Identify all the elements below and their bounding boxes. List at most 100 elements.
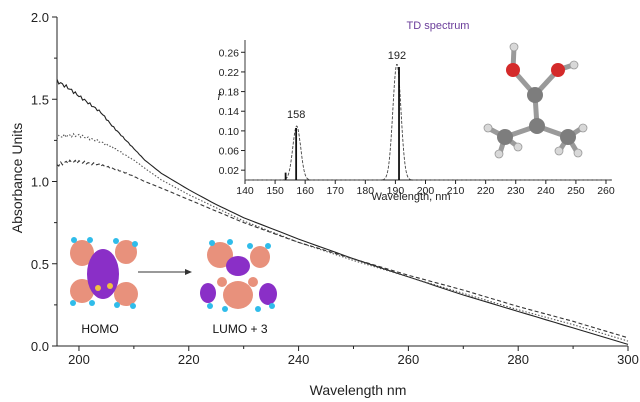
- y-tick-label: 0.5: [31, 257, 49, 272]
- hydrogen-atom: [569, 60, 579, 70]
- inset-x-tick-label: 160: [296, 185, 314, 197]
- carbon-atom: [527, 87, 543, 103]
- hydrogen-atom: [554, 146, 564, 156]
- inset-peak-label: 192: [388, 50, 406, 62]
- main-chart: 200 220 240 260 280 300 0.0 0.5 1.0 1.5 2.0 Wavele…: [9, 10, 639, 398]
- inset-y-tick-label: 0.02: [219, 165, 240, 177]
- hydrogen-atom: [87, 237, 93, 243]
- inset-x-tick-label: 170: [326, 185, 344, 197]
- hydrogen-atom: [255, 306, 261, 312]
- hydrogen-atom: [247, 243, 253, 249]
- orbital-lobe: [248, 277, 258, 287]
- orbital-lobe: [200, 283, 216, 303]
- orbital-lobe: [114, 282, 138, 306]
- inset-envelope-line: [245, 63, 612, 181]
- inset-x-tick-label: 190: [387, 185, 405, 197]
- hydrogen-atom: [265, 243, 271, 249]
- orbital-lobe: [70, 279, 94, 303]
- inset-sticks: [284, 67, 400, 180]
- x-axis-label: Wavelength nm: [310, 382, 407, 398]
- inset-x-tick-label: 240: [537, 185, 555, 197]
- y-tick-label: 0.0: [31, 339, 49, 354]
- main-axes: [56, 17, 628, 347]
- inset-y-tick-label: 0.06: [219, 146, 240, 158]
- hydrogen-atom: [207, 303, 213, 309]
- carbon-atom: [107, 283, 113, 289]
- molecule-structure: [483, 42, 588, 159]
- carbon-atom: [95, 285, 101, 291]
- inset-x-tick-label: 150: [266, 185, 284, 197]
- transition-arrow-icon: [138, 269, 192, 275]
- inset-y-axis-label: f: [217, 91, 221, 103]
- inset-title: TD spectrum: [407, 20, 470, 32]
- hydrogen-atom: [130, 303, 136, 309]
- hydrogen-atom: [227, 239, 233, 245]
- orbital-lobe: [87, 249, 119, 299]
- main-ticks: 200 220 240 260 280 300 0.0 0.5 1.0 1.5 2.0: [31, 10, 639, 367]
- orbital-lobe: [226, 256, 250, 276]
- inset-y-tick-label: 0.22: [219, 67, 240, 79]
- orbital-lobe: [250, 246, 270, 268]
- x-tick-label: 240: [288, 352, 310, 367]
- hydrogen-atom: [494, 149, 504, 159]
- y-tick-label: 2.0: [31, 10, 49, 25]
- hydrogen-atom: [269, 303, 275, 309]
- carbon-atom: [497, 129, 513, 145]
- inset-ticks: 140 150 160 170 180 190 200 210 220 230 240 250 260 0…: [219, 47, 615, 197]
- carbon-atom: [560, 129, 576, 145]
- y-axis-label: Absorbance Units: [9, 123, 25, 234]
- series-line-dotted: [56, 132, 629, 342]
- homo-orbital-image: HOMO: [70, 237, 138, 336]
- inset-x-tick-label: 180: [357, 185, 375, 197]
- hydrogen-atom: [222, 306, 228, 312]
- inset-x-tick-label: 260: [597, 185, 615, 197]
- orbital-lobe: [217, 277, 227, 287]
- inset-y-tick-label: 0.26: [219, 47, 240, 59]
- hydrogen-atom: [89, 300, 95, 306]
- inset-td-spectrum: TD spectrum 140 150 160 170 180 190 200 210 220 2…: [217, 20, 614, 203]
- x-tick-label: 200: [68, 352, 90, 367]
- x-tick-label: 260: [398, 352, 420, 367]
- inset-peak-labels: 158 192: [287, 50, 406, 121]
- inset-envelope: [245, 63, 612, 181]
- hydrogen-atom: [509, 42, 519, 52]
- orbital-lobe: [115, 240, 137, 264]
- hydrogen-atom: [113, 238, 119, 244]
- hydrogen-atom: [578, 123, 588, 133]
- inset-x-axis-label: Wavelength, nm: [371, 191, 450, 203]
- y-tick-label: 1.0: [31, 175, 49, 190]
- homo-label: HOMO: [81, 322, 118, 336]
- x-tick-label: 220: [178, 352, 200, 367]
- oxygen-atom: [551, 63, 565, 77]
- lumo-plus-3-orbital-image: LUMO + 3: [200, 239, 277, 336]
- y-tick-label: 1.5: [31, 92, 49, 107]
- series-line-solid: [56, 79, 629, 345]
- hydrogen-atom: [483, 123, 493, 133]
- orbital-lobe: [259, 283, 277, 305]
- inset-y-tick-label: 0.14: [219, 106, 240, 118]
- inset-x-tick-label: 250: [567, 185, 585, 197]
- hydrogen-atom: [209, 240, 215, 246]
- oxygen-atom: [506, 63, 520, 77]
- hydrogen-atom: [71, 237, 77, 243]
- hydrogen-atom: [132, 241, 138, 247]
- orbital-lobe: [223, 281, 253, 309]
- carbon-atom: [529, 118, 545, 134]
- hydrogen-atom: [114, 302, 120, 308]
- main-series: [56, 79, 629, 345]
- x-tick-label: 280: [507, 352, 529, 367]
- series-line-dashed: [56, 159, 629, 339]
- hydrogen-atom: [70, 300, 76, 306]
- lumo-label: LUMO + 3: [212, 322, 267, 336]
- inset-x-tick-label: 210: [447, 185, 465, 197]
- inset-peak-label: 158: [287, 109, 305, 121]
- hydrogen-atom: [513, 142, 523, 152]
- x-tick-label: 300: [617, 352, 639, 367]
- hydrogen-atom: [573, 148, 583, 158]
- orbital-lobe: [207, 242, 233, 268]
- orbital-lobe: [70, 240, 94, 266]
- inset-x-tick-label: 200: [417, 185, 435, 197]
- inset-x-tick-label: 140: [236, 185, 254, 197]
- inset-x-tick-label: 220: [477, 185, 495, 197]
